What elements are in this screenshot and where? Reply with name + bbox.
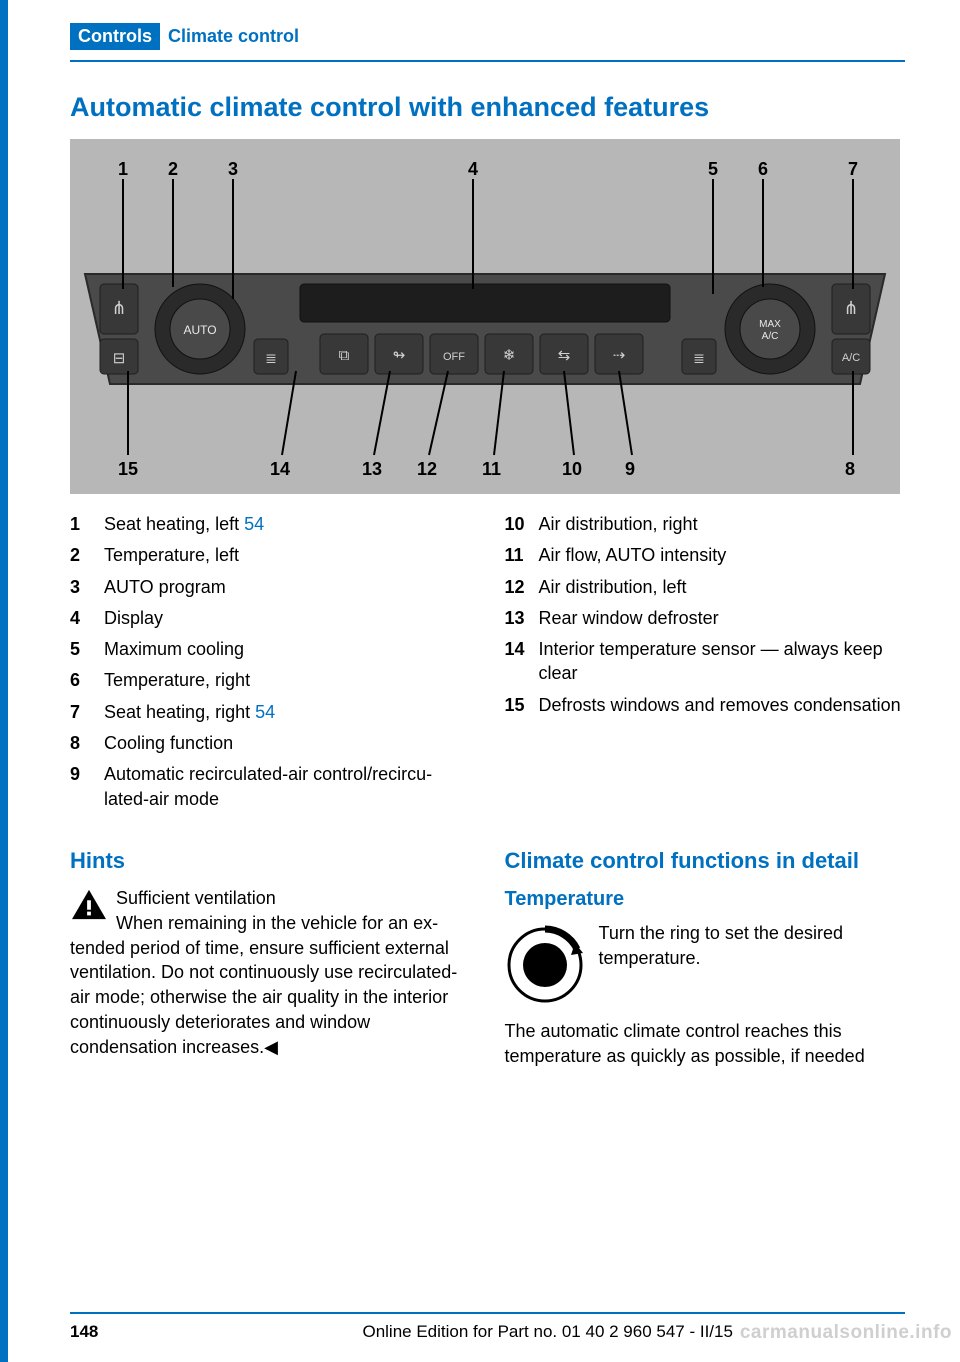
footer-rule	[70, 1312, 905, 1314]
hints-title: Sufficient ventilation	[116, 888, 276, 908]
legend-columns: 1Seat heating, left 54 2Temperature, lef…	[70, 512, 905, 818]
legend-num: 2	[70, 543, 104, 567]
svg-text:⋔: ⋔	[843, 298, 858, 318]
svg-text:A/C: A/C	[762, 331, 779, 342]
footer-text: Online Edition for Part no. 01 40 2 960 …	[362, 1322, 732, 1342]
legend-text: Air flow, AUTO intensity	[539, 543, 906, 567]
svg-text:OFF: OFF	[443, 351, 465, 363]
legend-text: Maximum cooling	[104, 637, 471, 661]
svg-text:A/C: A/C	[842, 352, 860, 364]
legend-num: 4	[70, 606, 104, 630]
detail-body: The automatic climate control reaches th…	[505, 1019, 906, 1069]
detail-intro: Turn the ring to set the desired tempera…	[599, 923, 843, 968]
svg-text:≣: ≣	[693, 350, 705, 366]
dashboard-svg: ⋔ ⊟ AUTO ≣ ⧉ ↬ OFF ❄	[70, 139, 900, 494]
page-link[interactable]: 54	[255, 702, 275, 722]
legend-num: 5	[70, 637, 104, 661]
page-number: 148	[70, 1322, 98, 1342]
knob-left-label: AUTO	[183, 323, 216, 337]
climate-control-figure: 1 2 3 4 5 6 7 15 14 13 12 11 10 9 8 ⋔ ⊟ …	[70, 139, 900, 494]
legend-num: 6	[70, 668, 104, 692]
hints-heading: Hints	[70, 848, 471, 874]
svg-text:⇆: ⇆	[558, 347, 571, 364]
legend-num: 3	[70, 575, 104, 599]
hints-body: When remaining in the vehicle for an ex­…	[70, 913, 457, 1057]
body-columns: Hints Sufficient ventilation When remain…	[70, 818, 905, 1079]
detail-heading: Climate control functions in detail	[505, 848, 906, 874]
svg-text:↬: ↬	[393, 347, 406, 364]
legend-num: 8	[70, 731, 104, 755]
svg-text:⧉: ⧉	[339, 347, 350, 364]
svg-text:⇢: ⇢	[613, 347, 626, 364]
legend-text: Air distribution, right	[539, 512, 906, 536]
detail-intro-block: Turn the ring to set the desired tempera…	[505, 921, 906, 1009]
legend-num: 12	[505, 575, 539, 599]
detail-column: Climate control functions in detail Temp…	[505, 818, 906, 1079]
page-header: ControlsClimate control	[0, 0, 960, 60]
legend-num: 9	[70, 762, 104, 811]
legend-text: Air distribution, left	[539, 575, 906, 599]
temperature-knob-icon	[505, 925, 585, 1005]
legend-text: Temperature, left	[104, 543, 471, 567]
legend-text: Rear window defroster	[539, 606, 906, 630]
hints-column: Hints Sufficient ventilation When remain…	[70, 818, 471, 1079]
svg-text:❄: ❄	[503, 347, 516, 364]
svg-text:⋔: ⋔	[111, 298, 126, 318]
hints-block: Sufficient ventilation When remaining in…	[70, 886, 471, 1060]
legend-text: Seat heating, left 54	[104, 512, 471, 536]
svg-text:≣: ≣	[265, 350, 277, 366]
legend-text: Display	[104, 606, 471, 630]
legend-text: Defrosts windows and removes condensa­ti…	[539, 693, 906, 717]
legend-num: 14	[505, 637, 539, 686]
legend-text: Seat heating, right 54	[104, 700, 471, 724]
legend-text: Cooling function	[104, 731, 471, 755]
legend-col-right: 10Air distribution, right 11Air flow, AU…	[505, 512, 906, 818]
legend-col-left: 1Seat heating, left 54 2Temperature, lef…	[70, 512, 471, 818]
legend-text: AUTO program	[104, 575, 471, 599]
header-tab-climate: Climate control	[160, 23, 307, 50]
svg-text:⊟: ⊟	[113, 350, 126, 367]
legend-num: 11	[505, 543, 539, 567]
watermark: carmanualsonline.info	[740, 1322, 952, 1344]
legend-num: 13	[505, 606, 539, 630]
svg-text:MAX: MAX	[759, 319, 781, 330]
legend-num: 1	[70, 512, 104, 536]
page-link[interactable]: 54	[244, 514, 264, 534]
legend-text: Temperature, right	[104, 668, 471, 692]
legend-num: 7	[70, 700, 104, 724]
legend-num: 15	[505, 693, 539, 717]
warning-icon	[70, 888, 108, 922]
section-title: Automatic climate control with enhanced …	[70, 92, 905, 123]
header-tab-controls: Controls	[70, 23, 160, 50]
legend-text: Interior temperature sensor — always kee…	[539, 637, 906, 686]
detail-subheading: Temperature	[505, 888, 906, 911]
side-stripe	[0, 0, 8, 1362]
legend-num: 10	[505, 512, 539, 536]
legend-text: Automatic recirculated-air control/recir…	[104, 762, 471, 811]
